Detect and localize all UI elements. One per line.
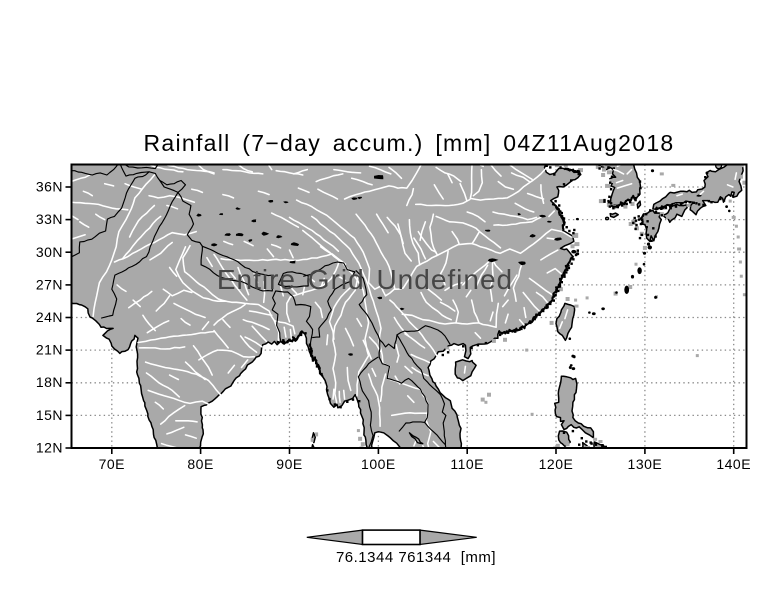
svg-text:80E: 80E bbox=[187, 456, 213, 472]
svg-text:33N: 33N bbox=[36, 211, 63, 227]
svg-text:30N: 30N bbox=[36, 244, 63, 260]
svg-text:100E: 100E bbox=[361, 456, 396, 472]
svg-text:36N: 36N bbox=[36, 179, 63, 195]
svg-text:12N: 12N bbox=[36, 440, 63, 456]
svg-text:120E: 120E bbox=[539, 456, 574, 472]
svg-text:130E: 130E bbox=[628, 456, 663, 472]
svg-text:90E: 90E bbox=[276, 456, 302, 472]
svg-text:24N: 24N bbox=[36, 309, 63, 325]
svg-text:15N: 15N bbox=[36, 407, 63, 423]
svg-text:76.1344 761344 [mm]: 76.1344 761344 [mm] bbox=[336, 549, 496, 566]
svg-text:18N: 18N bbox=[36, 374, 63, 390]
svg-text:110E: 110E bbox=[450, 456, 484, 472]
svg-text:140E: 140E bbox=[716, 456, 751, 472]
svg-text:Entire Grid Undefined: Entire Grid Undefined bbox=[217, 264, 513, 295]
svg-text:Rainfall (7−day accum.) [mm] 0: Rainfall (7−day accum.) [mm] 04Z11Aug201… bbox=[143, 130, 674, 156]
svg-text:21N: 21N bbox=[36, 342, 63, 358]
svg-text:27N: 27N bbox=[36, 276, 63, 292]
svg-text:70E: 70E bbox=[99, 456, 125, 472]
